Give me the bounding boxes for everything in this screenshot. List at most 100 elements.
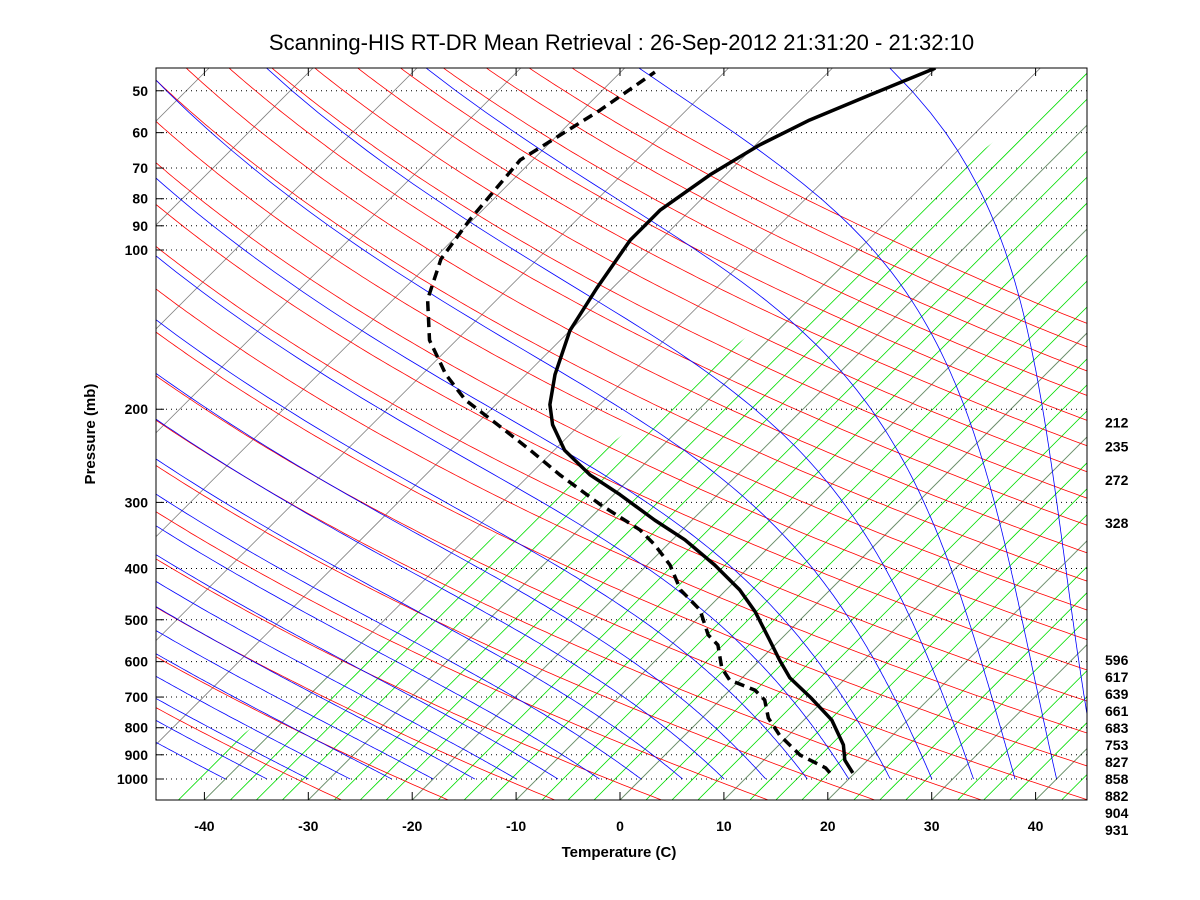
x-tick-label: -20: [402, 818, 422, 834]
plot-frame: [155, 67, 1088, 801]
minor-isotherm: [359, 68, 1087, 800]
minor-isotherm: [160, 68, 394, 800]
minor-isotherm: [177, 68, 940, 800]
dry-adiabat: [271, 68, 1087, 499]
minor-isotherm: [644, 68, 1087, 800]
minor-isotherm: [748, 68, 1087, 800]
minor-isotherm: [878, 68, 1087, 800]
dry-adiabat: [571, 68, 1087, 324]
minor-isotherm: [436, 68, 1087, 800]
x-tick-label: -30: [298, 818, 318, 834]
minor-isotherm: [1139, 39, 1200, 800]
minor-isotherm: [1086, 68, 1087, 800]
right-pressure-label: 617: [1105, 669, 1129, 685]
x-tick-label: -10: [506, 818, 526, 834]
y-tick-label: 900: [125, 747, 149, 763]
dry-adiabat: [156, 511, 770, 800]
minor-isotherm: [826, 68, 1087, 800]
x-tick-label: -40: [194, 818, 214, 834]
y-tick-label: 800: [125, 720, 149, 736]
moist-adiabat: [156, 255, 850, 780]
moist-adiabat: [156, 606, 475, 780]
y-tick-label: 60: [132, 125, 148, 141]
minor-isotherm: [592, 68, 1087, 800]
minor-isotherm: [160, 68, 342, 800]
dry-adiabat: [156, 606, 556, 800]
right-pressure-label: 235: [1105, 438, 1129, 454]
minor-isotherm: [488, 68, 1087, 800]
axes: 5060708090100200300400500600700800900100…: [117, 68, 1129, 838]
minor-isotherm: [160, 68, 238, 800]
minor-isotherm: [982, 68, 1087, 800]
dry-adiabat: [156, 245, 1087, 702]
minor-isotherm: [1060, 68, 1087, 800]
moist-adiabat: [156, 458, 683, 780]
minor-isotherm: [1191, 39, 1200, 800]
isotherm: [619, 332, 1087, 800]
minor-isotherm: [1165, 39, 1200, 800]
chart-title: Scanning-HIS RT-DR Mean Retrieval : 26-S…: [268, 30, 975, 55]
isotherm: [156, 68, 314, 226]
isotherm: [515, 228, 1087, 800]
minor-isotherm: [160, 68, 810, 800]
right-pressure-label: 661: [1105, 703, 1129, 719]
minor-isotherm: [160, 68, 290, 800]
y-axis-label: Pressure (mb): [82, 384, 99, 485]
dry-adiabat: [156, 331, 1087, 767]
right-pressure-label: 328: [1105, 515, 1129, 531]
moist-adiabat: [156, 741, 226, 780]
dewpoint-profile-line: [425, 70, 832, 775]
minor-isotherm: [160, 68, 888, 800]
dry-adiabat: [156, 707, 343, 800]
minor-isotherm: [160, 68, 758, 800]
isotherm: [156, 68, 418, 330]
dry-adiabat: [442, 68, 1087, 396]
isotherm: [1139, 39, 1200, 800]
right-pressure-label: 639: [1105, 686, 1129, 702]
minor-isotherm: [160, 68, 524, 800]
dry-adiabat: [156, 288, 1087, 734]
x-tick-label: 40: [1028, 818, 1044, 834]
right-pressure-label: 272: [1105, 472, 1129, 488]
profiles: [425, 68, 936, 775]
y-tick-label: 50: [132, 83, 148, 99]
right-pressure-label: 931: [1105, 822, 1129, 838]
minor-isotherm: [0, 39, 160, 800]
moist-adiabat: [638, 68, 1057, 780]
isotherm: [156, 68, 730, 642]
dry-adiabat: [156, 419, 983, 800]
right-pressure-label: 858: [1105, 771, 1129, 787]
moist-adiabat: [156, 630, 434, 780]
dry-adiabat: [156, 558, 663, 800]
minor-isotherm: [160, 68, 368, 800]
right-pressure-label: 827: [1105, 754, 1129, 770]
moist-adiabat: [156, 675, 351, 780]
y-tick-label: 400: [125, 560, 149, 576]
minor-isotherm: [160, 68, 498, 800]
moist-adiabat: [156, 493, 642, 780]
x-axis-label: Temperature (C): [562, 844, 677, 861]
right-pressure-label: 212: [1105, 415, 1129, 431]
isotherm: [723, 436, 1087, 800]
moist-adiabat: [156, 418, 725, 780]
dry-adiabat: [485, 68, 1087, 372]
minor-isotherm: [160, 68, 784, 800]
minor-isotherm: [514, 68, 1087, 800]
minor-isotherm: [385, 68, 1087, 800]
minor-isotherm: [696, 68, 1087, 800]
temperature-profile-line: [548, 68, 936, 774]
minor-isotherm: [255, 68, 1018, 800]
dry-adiabat: [399, 68, 1087, 421]
minor-isotherm: [160, 68, 706, 800]
moist-adiabat: [156, 525, 600, 780]
minor-isotherm: [229, 68, 992, 800]
moist-adiabat: [156, 698, 309, 780]
y-tick-label: 80: [132, 191, 148, 207]
minor-isotherm: [852, 68, 1087, 800]
moist-adiabat: [156, 319, 808, 780]
y-tick-label: 300: [125, 494, 149, 510]
moist-adiabat: [156, 372, 767, 780]
isotherm: [0, 39, 30, 800]
moist-adiabat: [889, 68, 1087, 717]
